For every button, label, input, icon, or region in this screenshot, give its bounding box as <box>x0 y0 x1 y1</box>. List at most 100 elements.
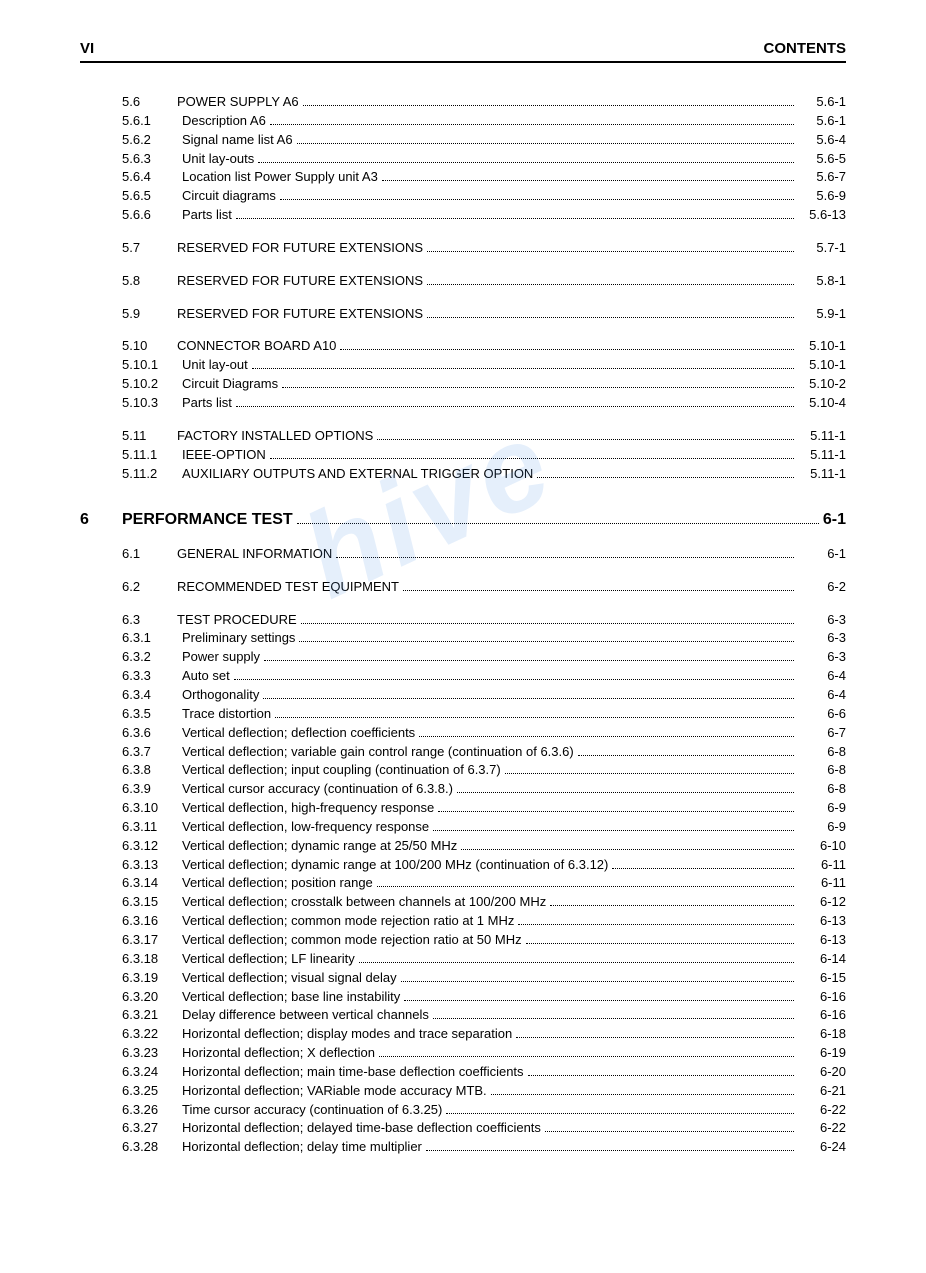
toc-title: Vertical deflection; common mode rejecti… <box>182 931 522 950</box>
toc-page-number: 5.9-1 <box>798 305 846 324</box>
leader-dots <box>301 623 794 624</box>
leader-dots <box>282 387 794 388</box>
toc-page-number: 5.8-1 <box>798 272 846 291</box>
leader-dots <box>377 439 794 440</box>
toc-section-number: 5.10 <box>122 337 177 356</box>
toc-page-number: 6-21 <box>798 1082 846 1101</box>
toc-section-number: 6.1 <box>122 545 177 564</box>
toc-entry: 5.6.6Parts list5.6-13 <box>122 206 846 225</box>
spacer <box>80 564 846 578</box>
leader-dots <box>382 180 794 181</box>
toc-page-number: 6-19 <box>798 1044 846 1063</box>
leader-dots <box>377 886 794 887</box>
toc-subsection-number: 6.3.25 <box>122 1082 182 1101</box>
toc-section-number: 6.2 <box>122 578 177 597</box>
toc-entry: 6.3.25Horizontal deflection; VARiable mo… <box>122 1082 846 1101</box>
leader-dots <box>234 679 794 680</box>
toc-page-number: 6-12 <box>798 893 846 912</box>
toc-title: Horizontal deflection; display modes and… <box>182 1025 512 1044</box>
toc-page-number: 6-9 <box>798 818 846 837</box>
toc-section-number: 6.3 <box>122 611 177 630</box>
leader-dots <box>403 590 794 591</box>
spacer <box>80 413 846 427</box>
toc-page-number: 5.6-1 <box>798 112 846 131</box>
document-page: VI CONTENTS hive 5.6POWER SUPPLY A65.6-1… <box>0 0 926 1273</box>
toc-block: 5.6POWER SUPPLY A65.6-15.6.1Description … <box>80 93 846 483</box>
leader-dots <box>297 523 819 524</box>
leader-dots <box>236 218 794 219</box>
toc-entry: 6.3.15Vertical deflection; crosstalk bet… <box>122 893 846 912</box>
toc-title: Vertical deflection; crosstalk between c… <box>182 893 546 912</box>
toc-title: RECOMMENDED TEST EQUIPMENT <box>177 578 399 597</box>
toc-title: Delay difference between vertical channe… <box>182 1006 429 1025</box>
leader-dots <box>236 406 794 407</box>
toc-subsection-number: 6.3.6 <box>122 724 182 743</box>
toc-page-number: 6-22 <box>798 1119 846 1138</box>
leader-dots <box>264 660 794 661</box>
toc-title: POWER SUPPLY A6 <box>177 93 299 112</box>
toc-subsection-number: 5.11.1 <box>122 446 182 465</box>
toc-title: RESERVED FOR FUTURE EXTENSIONS <box>177 239 423 258</box>
toc-title: IEEE-OPTION <box>182 446 266 465</box>
toc-title: Signal name list A6 <box>182 131 293 150</box>
toc-subsection-number: 5.6.4 <box>122 168 182 187</box>
toc-title: Vertical deflection; input coupling (con… <box>182 761 501 780</box>
spacer <box>80 258 846 272</box>
toc-entry: 5.6POWER SUPPLY A65.6-1 <box>122 93 846 112</box>
toc-entry: 5.8RESERVED FOR FUTURE EXTENSIONS5.8-1 <box>122 272 846 291</box>
toc-subsection-number: 6.3.2 <box>122 648 182 667</box>
toc-entry: 5.11FACTORY INSTALLED OPTIONS5.11-1 <box>122 427 846 446</box>
toc-entry: 6.3.22Horizontal deflection; display mod… <box>122 1025 846 1044</box>
leader-dots <box>258 162 794 163</box>
page-header: VI CONTENTS <box>80 40 846 63</box>
leader-dots <box>299 641 794 642</box>
leader-dots <box>491 1094 794 1095</box>
toc-subsection-number: 5.10.2 <box>122 375 182 394</box>
toc-page-number: 6-11 <box>798 874 846 893</box>
toc-subsection-number: 5.6.1 <box>122 112 182 131</box>
toc-page-number: 6-6 <box>798 705 846 724</box>
toc-page-number: 5.6-13 <box>798 206 846 225</box>
toc-title: Vertical cursor accuracy (continuation o… <box>182 780 453 799</box>
toc-page-number: 6-15 <box>798 969 846 988</box>
toc-subsection-number: 6.3.5 <box>122 705 182 724</box>
toc-subsection-number: 6.3.23 <box>122 1044 182 1063</box>
toc-subsection-number: 6.3.10 <box>122 799 182 818</box>
toc-subsection-number: 6.3.8 <box>122 761 182 780</box>
toc-title: Vertical deflection; base line instabili… <box>182 988 400 1007</box>
toc-page-number: 6-14 <box>798 950 846 969</box>
toc-entry: 6.3.23Horizontal deflection; X deflectio… <box>122 1044 846 1063</box>
toc-entry: 5.11.1IEEE-OPTION5.11-1 <box>122 446 846 465</box>
toc-title: Power supply <box>182 648 260 667</box>
toc-subsection-number: 5.6.2 <box>122 131 182 150</box>
toc-page-number: 6-24 <box>798 1138 846 1157</box>
leader-dots <box>537 477 794 478</box>
toc-section-number: 5.8 <box>122 272 177 291</box>
toc-title: CONNECTOR BOARD A10 <box>177 337 336 356</box>
toc-subsection-number: 6.3.27 <box>122 1119 182 1138</box>
toc-entry: 6.2RECOMMENDED TEST EQUIPMENT6-2 <box>122 578 846 597</box>
toc-title: Location list Power Supply unit A3 <box>182 168 378 187</box>
toc-page-number: 6-11 <box>798 856 846 875</box>
toc-entry: 5.7RESERVED FOR FUTURE EXTENSIONS5.7-1 <box>122 239 846 258</box>
leader-dots <box>427 251 794 252</box>
leader-dots <box>550 905 794 906</box>
toc-title: Vertical deflection; visual signal delay <box>182 969 397 988</box>
toc-entry: 6.3.13Vertical deflection; dynamic range… <box>122 856 846 875</box>
toc-title: Horizontal deflection; X deflection <box>182 1044 375 1063</box>
leader-dots <box>433 1018 794 1019</box>
leader-dots <box>438 811 794 812</box>
toc-entry: 6.3.18Vertical deflection; LF linearity6… <box>122 950 846 969</box>
toc-entry: 6.3.16Vertical deflection; common mode r… <box>122 912 846 931</box>
toc-block: 6.1GENERAL INFORMATION6-16.2RECOMMENDED … <box>80 545 846 1157</box>
toc-page-number: 6-8 <box>798 780 846 799</box>
toc-entry: 5.6.2Signal name list A65.6-4 <box>122 131 846 150</box>
toc-title: Vertical deflection; deflection coeffici… <box>182 724 415 743</box>
toc-subsection-number: 6.3.26 <box>122 1101 182 1120</box>
toc-title: Parts list <box>182 206 232 225</box>
toc-subsection-number: 5.10.1 <box>122 356 182 375</box>
toc-page-number: 6-16 <box>798 1006 846 1025</box>
toc-page-number: 6-8 <box>798 761 846 780</box>
toc-subsection-number: 6.3.11 <box>122 818 182 837</box>
toc-title: Unit lay-outs <box>182 150 254 169</box>
